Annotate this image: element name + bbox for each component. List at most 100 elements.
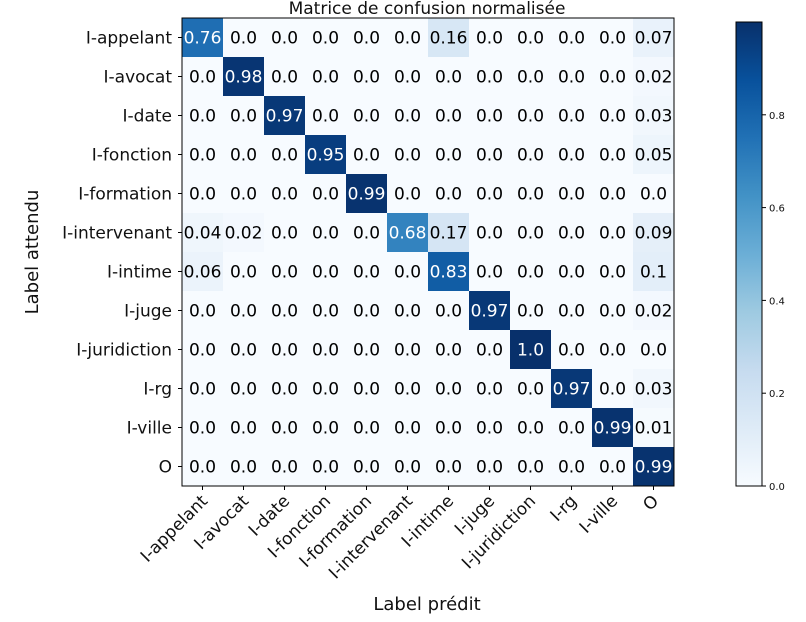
cell-value: 0.0 [353, 380, 380, 400]
heatmap-cell [223, 369, 265, 409]
cell-value: 0.0 [476, 107, 503, 127]
heatmap-cell [428, 135, 470, 175]
chart-title: Matrice de confusion normalisée [289, 0, 566, 19]
x-tick-label: O [639, 491, 663, 515]
y-axis-label: Label attendu [22, 190, 43, 315]
y-tick-label: I-juge [124, 302, 172, 322]
heatmap-cell [223, 18, 265, 58]
cell-value: 0.0 [558, 419, 585, 439]
heatmap-cell [305, 174, 347, 214]
cell-value: 0.0 [394, 146, 421, 166]
heatmap-cell [510, 57, 552, 97]
cell-value: 0.0 [394, 185, 421, 205]
cell-value: 0.0 [271, 341, 298, 361]
heatmap-cell [469, 18, 511, 58]
cell-value: 0.02 [635, 68, 673, 88]
heatmap-cell [469, 96, 511, 136]
cell-value: 0.0 [353, 224, 380, 244]
heatmap-cell [633, 96, 675, 136]
heatmap-cell [346, 291, 388, 331]
heatmap-cell [387, 18, 429, 58]
cell-value: 0.0 [517, 263, 544, 283]
cell-value: 0.0 [435, 302, 462, 322]
heatmap-cell [182, 18, 224, 58]
cell-value: 0.0 [517, 302, 544, 322]
cell-value: 0.0 [312, 107, 339, 127]
heatmap-cell [592, 447, 634, 487]
cell-value: 0.0 [599, 224, 626, 244]
heatmap-cell [305, 18, 347, 58]
heatmap-cell [551, 369, 593, 409]
heatmap-cell [428, 57, 470, 97]
x-tick-label: I-ville [576, 491, 622, 537]
heatmap-cell [223, 57, 265, 97]
y-tick-label: I-avocat [104, 68, 173, 88]
cell-value: 0.0 [517, 107, 544, 127]
heatmap-cell [387, 252, 429, 292]
heatmap-cell [264, 252, 306, 292]
cell-value: 0.0 [517, 224, 544, 244]
heatmap-cell [592, 408, 634, 448]
cell-value: 0.0 [476, 185, 503, 205]
cell-value: 0.0 [189, 146, 216, 166]
y-tick-label: I-rg [143, 380, 172, 400]
cell-value: 0.0 [312, 224, 339, 244]
cell-value: 0.99 [635, 458, 673, 478]
heatmap-cell [305, 57, 347, 97]
heatmap-cell [633, 330, 675, 370]
heatmap-cell [551, 291, 593, 331]
heatmap-cell [387, 291, 429, 331]
heatmap-cell [305, 135, 347, 175]
heatmap-cell [551, 96, 593, 136]
cell-value: 0.0 [476, 458, 503, 478]
heatmap-cell [510, 330, 552, 370]
heatmap-cell-values: 0.76 0.0 0.0 0.0 0.0 0.0 0.16 0.0 0.0 0.0 0.0 0.07 0… [184, 29, 673, 478]
cell-value: 0.0 [599, 263, 626, 283]
cell-value: 0.03 [635, 380, 673, 400]
heatmap-cell [551, 408, 593, 448]
cell-value: 0.0 [640, 185, 667, 205]
cell-value: 0.01 [635, 419, 673, 439]
cell-value: 0.99 [594, 419, 632, 439]
heatmap-cell [387, 57, 429, 97]
heatmap-cell [182, 135, 224, 175]
heatmap-cell [305, 291, 347, 331]
cell-value: 0.0 [476, 341, 503, 361]
cell-value: 0.0 [476, 263, 503, 283]
cell-value: 0.0 [353, 263, 380, 283]
heatmap-cell [428, 18, 470, 58]
heatmap-cell [264, 174, 306, 214]
heatmap-cell [182, 213, 224, 253]
cell-value: 0.0 [558, 107, 585, 127]
heatmap-cell [592, 174, 634, 214]
cell-value: 0.0 [271, 380, 298, 400]
heatmap-cell [264, 291, 306, 331]
cell-value: 0.0 [394, 380, 421, 400]
heatmap-cell [387, 135, 429, 175]
plot-frame [181, 17, 675, 487]
cell-value: 0.0 [435, 107, 462, 127]
cell-value: 0.0 [476, 68, 503, 88]
cell-value: 0.0 [517, 185, 544, 205]
cell-value: 0.0 [394, 419, 421, 439]
y-tick-label: I-juridiction [76, 341, 172, 361]
cell-value: 0.0 [312, 263, 339, 283]
heatmap-cell [346, 330, 388, 370]
heatmap-cell [592, 96, 634, 136]
cell-value: 0.0 [312, 341, 339, 361]
heatmap-cell [305, 447, 347, 487]
heatmap-cell [182, 291, 224, 331]
heatmap-cell [551, 213, 593, 253]
heatmap-cell [346, 252, 388, 292]
cell-value: 0.0 [271, 302, 298, 322]
cell-value: 0.0 [271, 146, 298, 166]
heatmap-cell [633, 18, 675, 58]
heatmap-cell [182, 447, 224, 487]
cell-value: 0.0 [517, 29, 544, 49]
heatmap-cell [510, 369, 552, 409]
heatmap-cell [592, 135, 634, 175]
y-tick-label: I-date [123, 107, 172, 127]
heatmap-cell [428, 330, 470, 370]
cell-value: 0.0 [599, 341, 626, 361]
heatmap-cell [633, 252, 675, 292]
